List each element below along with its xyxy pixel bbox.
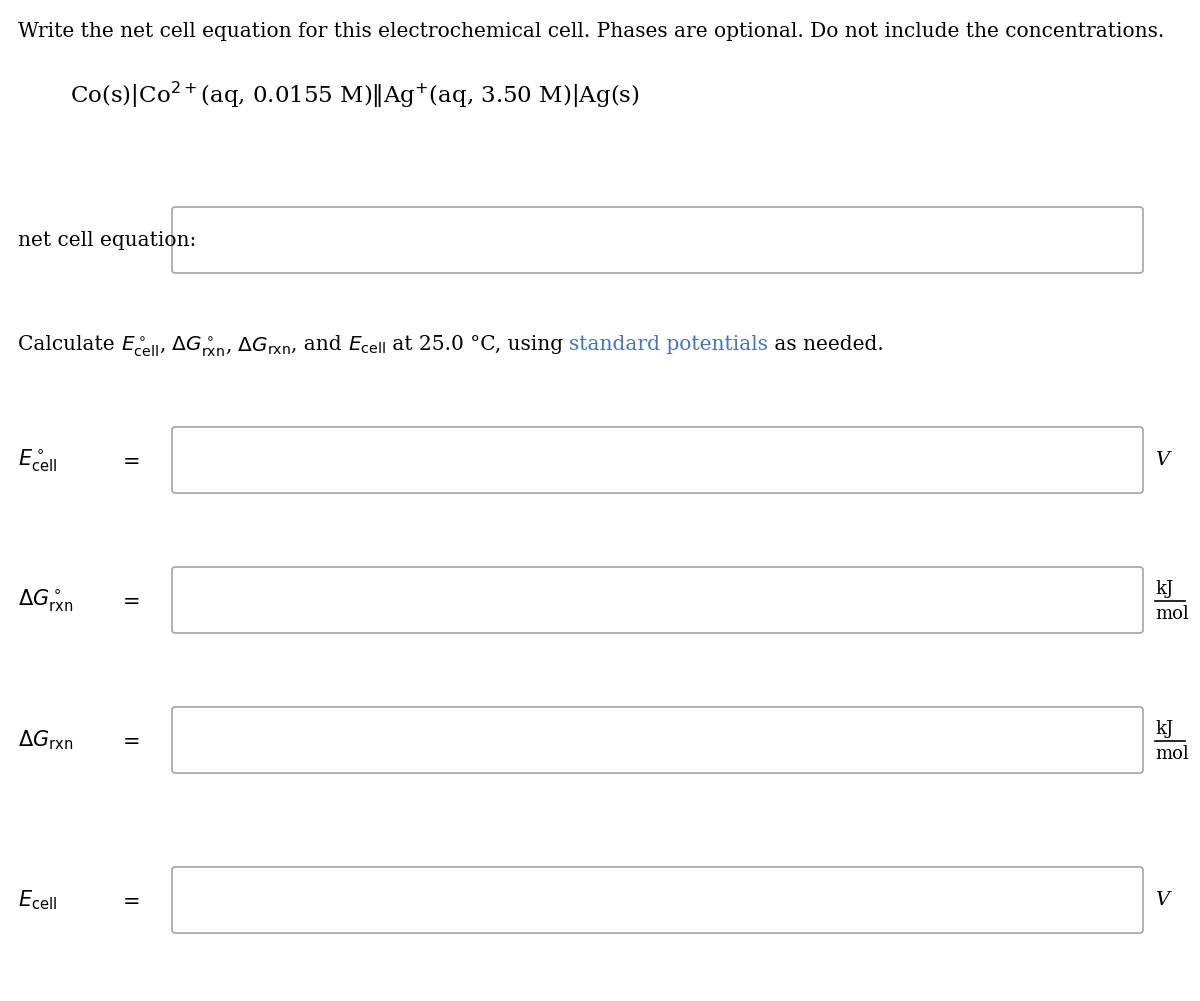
Text: Co(s)$|$Co$^{2+}$(aq, 0.0155 M)$\|$Ag$^{+}$(aq, 3.50 M)$|$Ag(s): Co(s)$|$Co$^{2+}$(aq, 0.0155 M)$\|$Ag$^{… [70, 80, 640, 110]
Text: , $\Delta G^\circ_{\rm rxn}$: , $\Delta G^\circ_{\rm rxn}$ [158, 335, 224, 359]
FancyBboxPatch shape [172, 567, 1142, 633]
Text: $=$: $=$ [118, 731, 139, 750]
Text: $=$: $=$ [118, 591, 139, 610]
Text: as needed.: as needed. [768, 335, 884, 354]
Text: $\Delta G^\circ_{\rm rxn}$: $\Delta G^\circ_{\rm rxn}$ [18, 587, 73, 613]
FancyBboxPatch shape [172, 207, 1142, 273]
Text: $E_{\rm cell}$: $E_{\rm cell}$ [348, 335, 385, 356]
FancyBboxPatch shape [172, 427, 1142, 493]
Text: $=$: $=$ [118, 450, 139, 469]
Text: $E^\circ_{\rm cell}$: $E^\circ_{\rm cell}$ [121, 335, 158, 359]
Text: $=$: $=$ [118, 891, 139, 910]
Text: mol: mol [1154, 605, 1189, 623]
FancyBboxPatch shape [172, 867, 1142, 933]
Text: Write the net cell equation for this electrochemical cell. Phases are optional. : Write the net cell equation for this ele… [18, 22, 1164, 41]
Text: $\Delta G_{\rm rxn}$: $\Delta G_{\rm rxn}$ [18, 728, 73, 752]
Text: kJ: kJ [1154, 580, 1174, 598]
Text: , $\Delta G_{\rm rxn}$: , $\Delta G_{\rm rxn}$ [224, 335, 290, 355]
Text: mol: mol [1154, 745, 1189, 763]
Text: Calculate: Calculate [18, 335, 121, 354]
Text: net cell equation:: net cell equation: [18, 230, 197, 249]
Text: $E^\circ_{\rm cell}$: $E^\circ_{\rm cell}$ [18, 447, 58, 473]
Text: at 25.0 °C, using: at 25.0 °C, using [385, 335, 569, 354]
Text: kJ: kJ [1154, 720, 1174, 738]
Text: , and: , and [290, 335, 348, 354]
FancyBboxPatch shape [172, 707, 1142, 773]
Text: standard potentials: standard potentials [569, 335, 768, 354]
Text: V: V [1154, 451, 1169, 469]
Text: V: V [1154, 891, 1169, 909]
Text: $E_{\rm cell}$: $E_{\rm cell}$ [18, 888, 58, 912]
